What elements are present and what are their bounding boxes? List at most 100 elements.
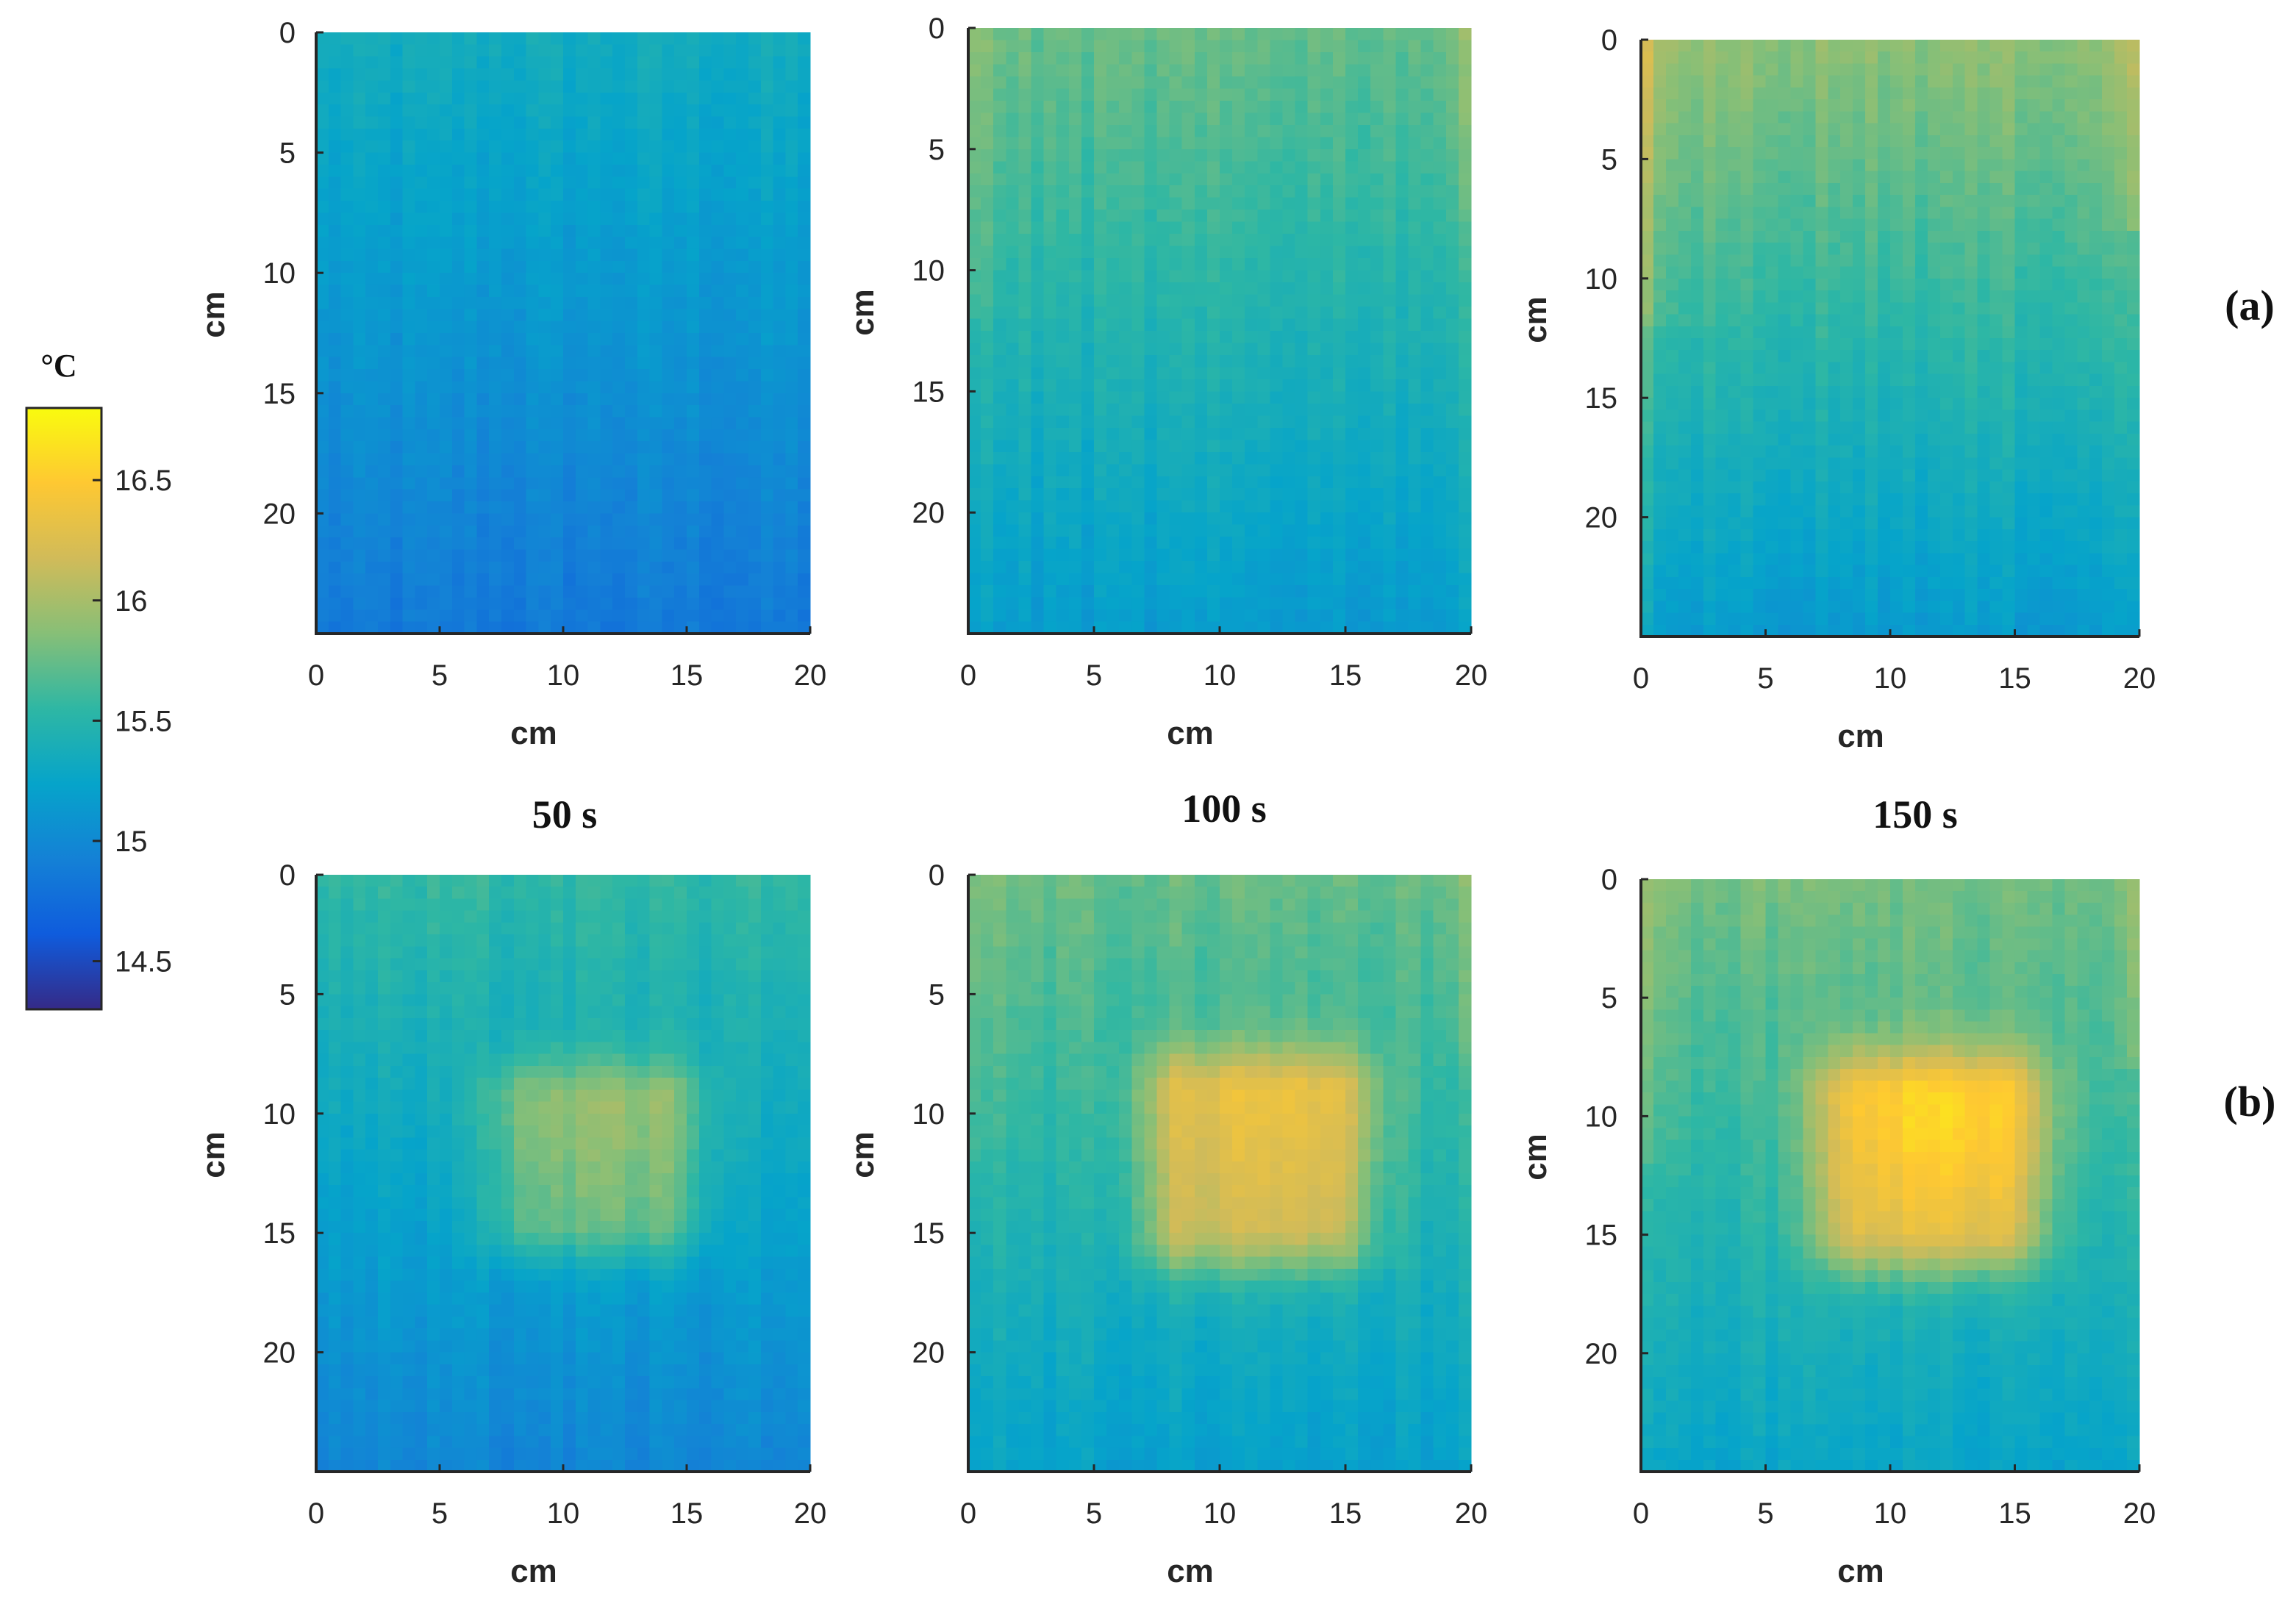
heatmap-cell bbox=[526, 573, 539, 587]
heatmap-cell bbox=[427, 92, 440, 105]
heatmap-cell bbox=[340, 405, 354, 418]
heatmap-cell bbox=[1131, 343, 1145, 356]
heatmap-cell bbox=[1245, 221, 1258, 234]
heatmap-cell bbox=[1408, 621, 1422, 634]
heatmap-cell bbox=[1094, 51, 1107, 65]
heatmap-cell bbox=[551, 309, 564, 322]
heatmap-cell bbox=[649, 561, 662, 574]
heatmap-cell bbox=[785, 56, 798, 69]
heatmap-cell bbox=[1420, 294, 1434, 307]
heatmap-cell bbox=[1665, 278, 1679, 291]
heatmap-cell bbox=[1295, 246, 1309, 259]
heatmap-cell bbox=[513, 597, 527, 610]
heatmap-cell bbox=[1433, 294, 1447, 307]
heatmap-cell bbox=[1307, 403, 1321, 416]
heatmap-cell bbox=[1144, 391, 1158, 404]
heatmap-cell bbox=[390, 621, 404, 634]
heatmap-cell bbox=[1206, 124, 1220, 137]
x-tick-label: 15 bbox=[670, 659, 704, 692]
heatmap-cell bbox=[1068, 221, 1082, 234]
heatmap-cell bbox=[476, 537, 490, 551]
heatmap-cell bbox=[1270, 561, 1284, 574]
heatmap-cell bbox=[1964, 40, 1978, 52]
heatmap-cell bbox=[1006, 609, 1019, 623]
heatmap-cell bbox=[1119, 137, 1132, 150]
heatmap-cell bbox=[1295, 537, 1309, 550]
heatmap-cell bbox=[2039, 75, 2053, 88]
heatmap-cell bbox=[1678, 278, 1692, 291]
heatmap-cell bbox=[1902, 75, 1916, 88]
heatmap-cell bbox=[328, 116, 342, 129]
heatmap-cell bbox=[328, 453, 342, 466]
heatmap-cell bbox=[1270, 367, 1284, 380]
heatmap-cell bbox=[698, 405, 712, 418]
heatmap-cell bbox=[1257, 440, 1270, 453]
heatmap-cell bbox=[2114, 40, 2128, 52]
heatmap-cell bbox=[1853, 171, 1866, 184]
heatmap-cell bbox=[538, 164, 551, 177]
heatmap-cell bbox=[378, 188, 391, 201]
heatmap-cell bbox=[427, 68, 440, 82]
heatmap-cell bbox=[723, 333, 737, 345]
heatmap-cell bbox=[748, 549, 762, 562]
heatmap-cell bbox=[1307, 331, 1321, 344]
heatmap-cell bbox=[340, 248, 354, 262]
heatmap-cell bbox=[1370, 28, 1384, 41]
heatmap-cell bbox=[662, 465, 675, 478]
heatmap-cell bbox=[1458, 427, 1472, 440]
heatmap-cell bbox=[1031, 331, 1045, 344]
heatmap-cell bbox=[687, 537, 700, 551]
heatmap-cell bbox=[612, 345, 626, 358]
heatmap-cell bbox=[1395, 379, 1409, 392]
heatmap-cell bbox=[1715, 99, 1729, 112]
heatmap-cell bbox=[390, 32, 404, 45]
heatmap-cell bbox=[2052, 111, 2065, 124]
heatmap-cell bbox=[1358, 51, 1371, 65]
heatmap-cell bbox=[993, 427, 1006, 440]
heatmap-cell bbox=[674, 80, 687, 93]
heatmap-cell bbox=[340, 549, 354, 562]
heatmap-cell bbox=[1156, 76, 1170, 89]
heatmap-cell bbox=[736, 609, 749, 623]
heatmap-cell bbox=[748, 260, 762, 273]
heatmap-cell bbox=[1018, 391, 1032, 404]
heatmap-cell bbox=[489, 201, 502, 213]
heatmap-cell bbox=[328, 68, 342, 82]
heatmap-cell bbox=[513, 549, 527, 562]
heatmap-cell bbox=[1740, 63, 1754, 76]
heatmap-cell bbox=[378, 573, 391, 587]
heatmap-cell bbox=[1094, 40, 1107, 53]
heatmap-cell bbox=[1156, 185, 1170, 198]
heatmap-cell bbox=[1977, 159, 1991, 172]
heatmap-cell bbox=[1018, 294, 1032, 307]
heatmap-cell bbox=[1939, 230, 1953, 243]
heatmap-cell bbox=[2027, 182, 2040, 196]
heatmap-cell bbox=[993, 161, 1006, 174]
heatmap-cell bbox=[378, 176, 391, 190]
heatmap-cell bbox=[489, 56, 502, 69]
heatmap-cell bbox=[1307, 197, 1321, 210]
heatmap-cell bbox=[1740, 243, 1754, 255]
heatmap-cell bbox=[1169, 161, 1183, 174]
heatmap-cell bbox=[1018, 548, 1032, 562]
heatmap-cell bbox=[526, 44, 539, 57]
heatmap-cell bbox=[1131, 427, 1145, 440]
heatmap-cell bbox=[698, 44, 712, 57]
heatmap-cell bbox=[1106, 561, 1120, 574]
heatmap-cell bbox=[1383, 148, 1396, 162]
heatmap-cell bbox=[662, 284, 675, 298]
heatmap-cell bbox=[1665, 75, 1679, 88]
heatmap-cell bbox=[649, 573, 662, 587]
heatmap-cell bbox=[662, 237, 675, 250]
heatmap-cell bbox=[1156, 246, 1170, 259]
heatmap-cell bbox=[2114, 254, 2128, 268]
heatmap-cell bbox=[1989, 254, 2003, 268]
heatmap-cell bbox=[551, 573, 564, 587]
heatmap-cell bbox=[1295, 124, 1309, 137]
heatmap-cell bbox=[1081, 148, 1095, 162]
heatmap-cell bbox=[1865, 302, 1878, 315]
heatmap-cell bbox=[563, 212, 576, 226]
heatmap-cell bbox=[2102, 254, 2115, 268]
heatmap-cell bbox=[711, 405, 724, 418]
heatmap-cell bbox=[538, 237, 551, 250]
